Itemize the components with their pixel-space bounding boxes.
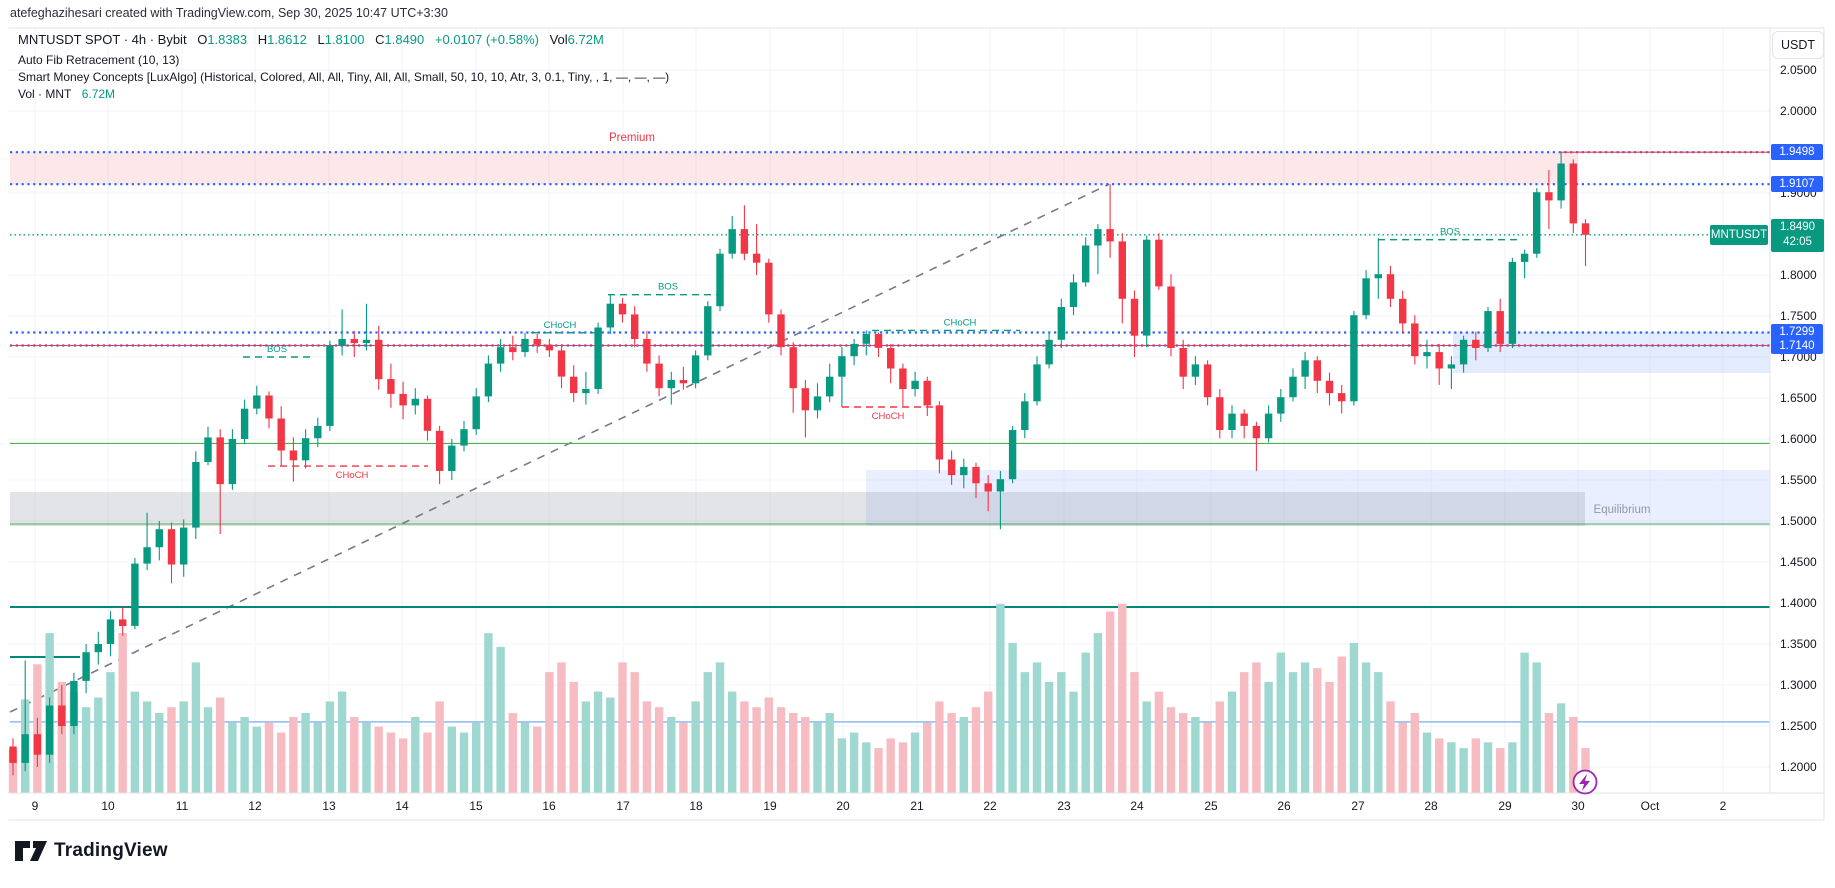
price-axis-label: 1.8000	[1780, 268, 1817, 282]
price-level-badge: 1.7140	[1771, 337, 1823, 354]
time-axis-label: 23	[1057, 799, 1071, 813]
tradingview-logo-text: TradingView	[54, 840, 168, 861]
time-axis-label: 15	[469, 799, 483, 813]
dashed-trendline[interactable]	[9, 183, 1110, 713]
time-axis-label: 21	[910, 799, 924, 813]
smc-zones	[10, 152, 1770, 526]
price-axis-label: 1.6000	[1780, 432, 1817, 446]
time-axis-label: 10	[101, 799, 115, 813]
svg-text:CHoCH: CHoCH	[944, 317, 977, 328]
time-axis-label: 19	[763, 799, 777, 813]
svg-text:BOS: BOS	[267, 344, 287, 355]
ohlc-c-value: 1.8490	[384, 32, 425, 47]
lightning-marker-icon[interactable]	[1572, 769, 1598, 795]
ohlc-l-label: L	[317, 32, 325, 47]
price-axis-label: 1.2000	[1780, 760, 1817, 774]
indicator-legend-volume[interactable]: Vol · MNT 6.72M	[18, 87, 115, 101]
time-axis-label: 16	[542, 799, 556, 813]
symbol-price-label-badge: MNTUSDT	[1710, 224, 1768, 245]
ohlc-h-value: 1.8612	[267, 32, 307, 47]
svg-text:BOS: BOS	[658, 282, 678, 293]
ohlc-o-label: O	[197, 32, 208, 47]
indicator-legend-auto-fib[interactable]: Auto Fib Retracement (10, 13)	[18, 53, 180, 67]
svg-text:Premium: Premium	[609, 132, 655, 144]
price-axis-label: 1.6500	[1780, 391, 1817, 405]
price-axis-label: 1.5500	[1780, 473, 1817, 487]
vol-mnt-value: 6.72M	[81, 87, 116, 101]
volume-value: 6.72M	[567, 32, 604, 47]
price-axis-label: 2.0000	[1780, 104, 1817, 118]
time-axis-label: 27	[1351, 799, 1365, 813]
time-axis-label: 12	[248, 799, 262, 813]
volume-label: Vol	[549, 32, 568, 47]
time-axis-label: 22	[983, 799, 997, 813]
price-axis-label: 1.5000	[1780, 514, 1817, 528]
vol-mnt-label: Vol · MNT	[18, 87, 72, 101]
price-axis-label: 2.0500	[1780, 63, 1817, 77]
currency-toggle-button[interactable]: USDT	[1772, 31, 1824, 59]
price-axis-label: 1.7500	[1780, 309, 1817, 323]
time-axis-label: Oct	[1640, 799, 1660, 813]
svg-text:CHoCH: CHoCH	[336, 470, 369, 481]
chart-frame	[8, 27, 1825, 821]
ohlc-h-label: H	[257, 32, 268, 47]
time-axis-label: 24	[1130, 799, 1144, 813]
price-axis-label: 1.3500	[1780, 637, 1817, 651]
ohlc-c-label: C	[375, 32, 385, 47]
time-axis-label: 2	[1719, 799, 1727, 813]
symbol-ohlc-bar[interactable]: MNTUSDT SPOT · 4h · Bybit O1.8383 H1.861…	[18, 32, 604, 47]
symbol-title[interactable]: MNTUSDT SPOT · 4h · Bybit	[18, 32, 187, 47]
price-axis-label: 1.2500	[1780, 719, 1817, 733]
svg-text:BOS: BOS	[1440, 227, 1460, 238]
volume-series	[8, 603, 1590, 794]
time-axis-label: 20	[836, 799, 850, 813]
time-axis-label: 11	[175, 799, 189, 813]
indicator-legend-smart-money-concepts[interactable]: Smart Money Concepts [LuxAlgo] (Historic…	[18, 70, 670, 84]
ohlc-l-value: 1.8100	[324, 32, 365, 47]
price-level-badge: 1.9107	[1771, 176, 1823, 193]
price-level-badge: 1.7299	[1771, 324, 1823, 341]
svg-text:CHoCH: CHoCH	[544, 320, 577, 331]
price-axis-label: 1.4500	[1780, 555, 1817, 569]
candlestick-series	[9, 152, 1590, 776]
svg-text:Equilibrium: Equilibrium	[1594, 504, 1651, 516]
tradingview-logo[interactable]: TradingView	[14, 838, 168, 864]
time-axis-label: 18	[689, 799, 703, 813]
ohlc-o-value: 1.8383	[207, 32, 248, 47]
change-value: +0.0107 (+0.58%)	[434, 32, 539, 47]
svg-text:CHoCH: CHoCH	[872, 411, 905, 422]
price-axis-label: 1.3000	[1780, 678, 1817, 692]
smc-structure-labels: BOS CHoCH BOS CHoCH BOS CHoCH CHoCH Premium Equi…	[243, 132, 1650, 516]
price-axis-label: 1.4000	[1780, 596, 1817, 610]
price-level-badge: 1.9498	[1771, 144, 1823, 161]
time-axis-label: 14	[395, 799, 409, 813]
fib-and-level-lines[interactable]	[10, 151, 1770, 723]
time-axis-label: 13	[322, 799, 336, 813]
last-price-badge: 1.8490 42:05	[1771, 218, 1824, 252]
last-price-value: 1.8490	[1779, 221, 1816, 234]
time-axis-label: 9	[31, 799, 39, 813]
time-axis-label: 26	[1277, 799, 1291, 813]
attribution-text: atefeghazihesari created with TradingVie…	[10, 6, 448, 20]
tradingview-logo-icon	[15, 841, 47, 861]
time-axis-label: 29	[1498, 799, 1512, 813]
time-axis-label: 30	[1571, 799, 1585, 813]
time-axis-label: 17	[616, 799, 630, 813]
bar-countdown: 42:05	[1783, 236, 1812, 249]
time-axis-label: 28	[1424, 799, 1438, 813]
time-axis-label: 25	[1204, 799, 1218, 813]
